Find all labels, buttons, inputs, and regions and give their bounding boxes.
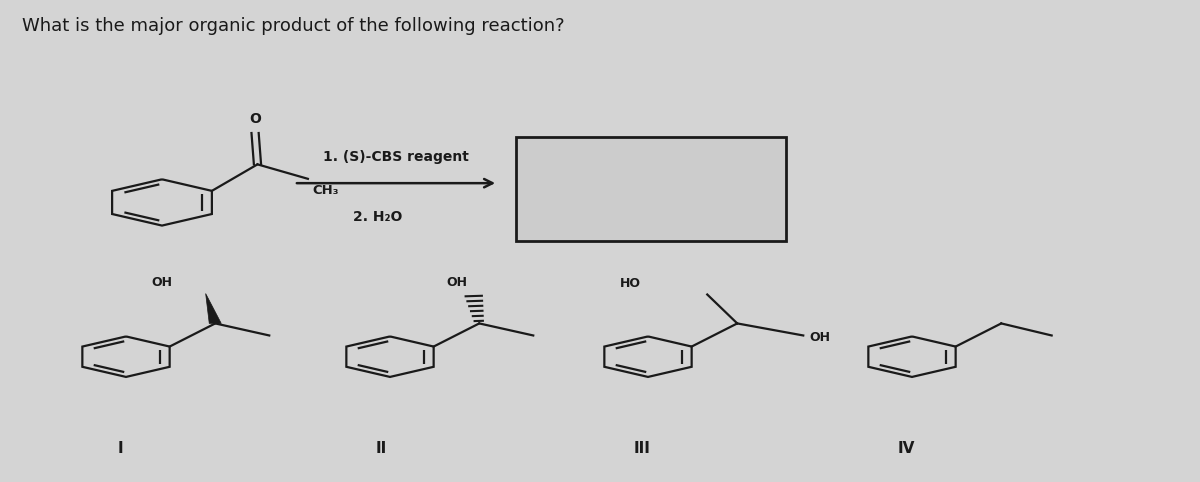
Text: HO: HO: [620, 277, 641, 290]
Text: What is the major organic product of the following reaction?: What is the major organic product of the…: [22, 17, 564, 35]
Text: O: O: [250, 112, 262, 126]
Text: I: I: [118, 441, 122, 456]
Text: OH: OH: [809, 331, 830, 344]
Bar: [516, 137, 786, 241]
Text: 2. H₂O: 2. H₂O: [353, 210, 403, 224]
Text: II: II: [376, 441, 388, 456]
Text: III: III: [634, 441, 650, 456]
Polygon shape: [205, 294, 221, 323]
Text: OH: OH: [151, 276, 172, 289]
Text: IV: IV: [898, 441, 914, 456]
Text: 1. (S)-CBS reagent: 1. (S)-CBS reagent: [323, 150, 469, 164]
Text: CH₃: CH₃: [313, 184, 340, 197]
Text: OH: OH: [446, 276, 467, 289]
